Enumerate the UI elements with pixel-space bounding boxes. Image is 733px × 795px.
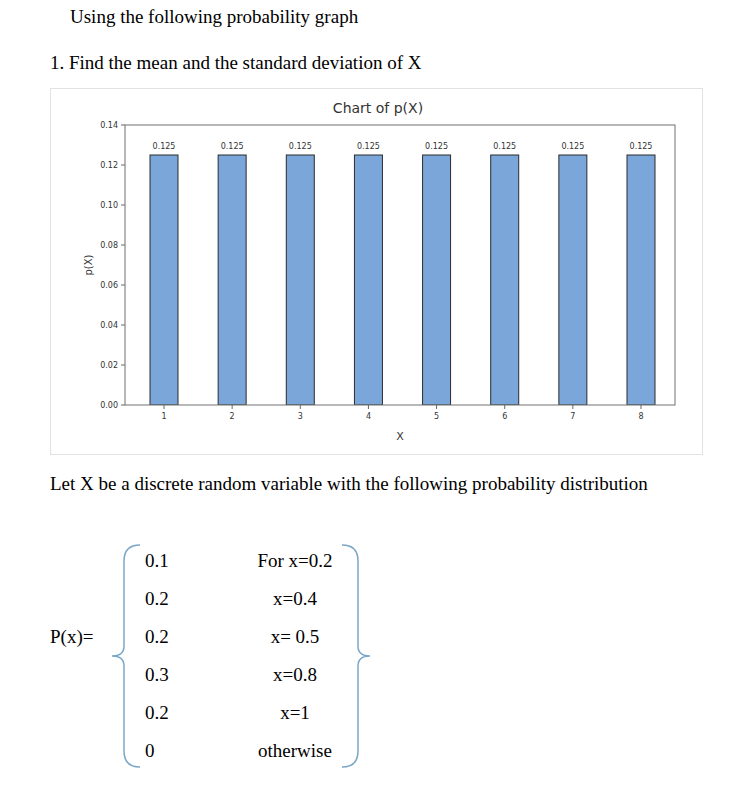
y-tick xyxy=(121,405,125,406)
data-label: 0.125 xyxy=(357,142,380,151)
x-tick-label: 5 xyxy=(434,412,439,421)
x-tick-label: 1 xyxy=(161,412,166,421)
y-tick xyxy=(121,205,125,206)
bar xyxy=(150,155,178,405)
x-tick xyxy=(641,405,642,409)
x-tick-label: 2 xyxy=(230,412,235,421)
bar xyxy=(423,155,451,405)
condition: x=0.4 xyxy=(273,588,317,609)
y-tick xyxy=(121,325,125,326)
chart: Chart of p(X) 0.00 0.02 0.04 0.06 0.08 0.10 0.1… xyxy=(51,89,703,455)
data-label: 0.125 xyxy=(221,142,244,151)
x-tick-label: 7 xyxy=(570,412,575,421)
condition: otherwise xyxy=(258,740,332,761)
x-tick-label: 6 xyxy=(502,412,507,421)
probability: 0.1 xyxy=(145,550,169,571)
x-tick xyxy=(300,405,301,409)
x-tick-label: 4 xyxy=(366,412,371,421)
data-label: 0.125 xyxy=(630,142,653,151)
y-tick-label: 0.08 xyxy=(100,241,118,250)
page: {"header": {"title": "Using the followin… xyxy=(0,0,733,795)
chart-border xyxy=(51,89,703,455)
left-brace xyxy=(112,545,140,767)
probability: 0.2 xyxy=(145,626,169,647)
paragraph: Let X be a discrete random variable with… xyxy=(50,473,648,494)
condition: x= 0.5 xyxy=(271,626,320,647)
probability: 0.3 xyxy=(145,664,169,685)
y-tick xyxy=(121,285,125,286)
x-tick-label: 3 xyxy=(298,412,303,421)
x-tick xyxy=(368,405,369,409)
right-brace xyxy=(342,545,370,767)
canvas: Using the following probability graph 1. … xyxy=(0,0,733,795)
heading: Using the following probability graph xyxy=(70,6,359,27)
condition: x=1 xyxy=(280,702,310,723)
y-tick xyxy=(121,245,125,246)
chart-title: Chart of p(X) xyxy=(333,100,423,116)
question: 1. Find the mean and the standard deviat… xyxy=(50,52,422,73)
probability: 0.2 xyxy=(145,588,169,609)
probability: 0.2 xyxy=(145,702,169,723)
y-tick xyxy=(121,165,125,166)
y-tick-label: 0.14 xyxy=(100,121,118,130)
bar xyxy=(218,155,246,405)
condition: For x=0.2 xyxy=(257,550,332,571)
bar xyxy=(354,155,382,405)
condition: x=0.8 xyxy=(273,664,317,685)
x-tick xyxy=(504,405,505,409)
x-tick xyxy=(232,405,233,409)
bar xyxy=(559,155,587,405)
x-tick xyxy=(572,405,573,409)
y-tick xyxy=(121,365,125,366)
y-tick-label: 0.04 xyxy=(100,321,118,330)
y-tick-label: 0.06 xyxy=(100,281,118,290)
bars xyxy=(150,155,655,405)
data-label: 0.125 xyxy=(561,142,584,151)
function-label: P(x)= xyxy=(50,626,93,648)
y-tick-label: 0.10 xyxy=(100,201,118,210)
x-axis-label: X xyxy=(396,430,404,443)
x-tick xyxy=(164,405,165,409)
x-tick-label: 8 xyxy=(638,412,643,421)
data-label: 0.125 xyxy=(153,142,176,151)
distribution: P(x)= 0.1 For x=0.2 0.2 x=0.4 0.2 x= 0.5 0.3 x=0… xyxy=(50,545,370,767)
probability: 0 xyxy=(145,740,155,761)
y-axis-label: p(X) xyxy=(83,254,94,275)
y-tick-label: 0.12 xyxy=(100,161,118,170)
bar xyxy=(286,155,314,405)
data-label: 0.125 xyxy=(289,142,312,151)
bar xyxy=(491,155,519,405)
plot-frame xyxy=(125,125,675,405)
y-tick-label: 0.00 xyxy=(100,401,118,410)
x-tick xyxy=(436,405,437,409)
data-label: 0.125 xyxy=(493,142,516,151)
y-tick-label: 0.02 xyxy=(100,361,118,370)
bar xyxy=(627,155,655,405)
background xyxy=(0,0,733,795)
y-tick xyxy=(121,125,125,126)
data-label: 0.125 xyxy=(425,142,448,151)
